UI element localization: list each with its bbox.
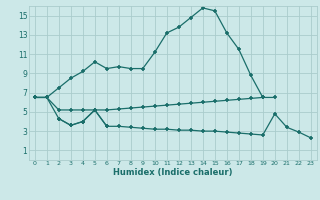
X-axis label: Humidex (Indice chaleur): Humidex (Indice chaleur) (113, 168, 233, 177)
